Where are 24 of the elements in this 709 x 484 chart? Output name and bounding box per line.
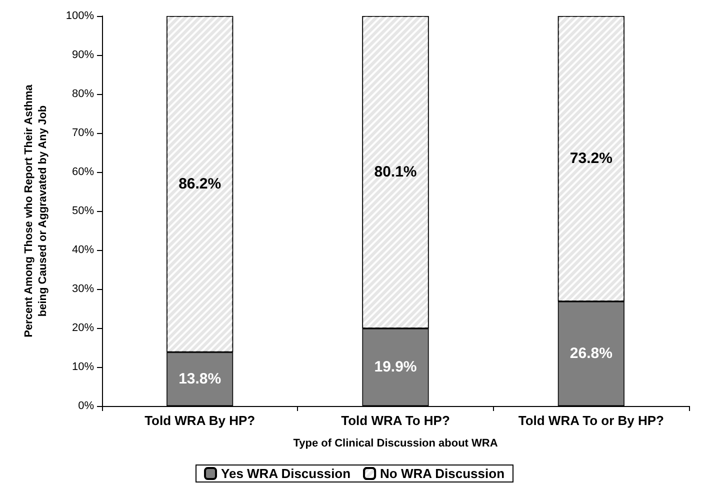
- y-tick-label: 100%: [66, 10, 94, 22]
- data-label: 26.8%: [570, 345, 612, 362]
- y-tick-label: 20%: [72, 322, 94, 334]
- data-label: 80.1%: [374, 164, 417, 181]
- legend-label: Yes WRA Discussion: [221, 466, 351, 481]
- y-tick-label: 70%: [72, 127, 94, 139]
- y-tick-label: 10%: [72, 361, 94, 373]
- y-tick-label: 90%: [72, 49, 94, 61]
- y-tick-label: 40%: [72, 244, 94, 256]
- data-label: 73.2%: [570, 150, 612, 168]
- x-tick-label: Told WRA To HP?: [341, 413, 450, 428]
- y-tick-label: 50%: [72, 205, 94, 217]
- y-tick-label: 80%: [72, 88, 94, 100]
- y-tick-label: 0%: [78, 400, 94, 412]
- y-tick-label: 30%: [72, 283, 94, 295]
- x-axis-title: Type of Clinical Discussion about WRA: [293, 438, 498, 450]
- legend-label: No WRA Discussion: [380, 466, 505, 481]
- y-axis-title: Percent Among Those who Report Their Asthma being Caused or Aggravated by Any Job: [23, 84, 49, 338]
- y-tick-label: 60%: [72, 166, 94, 178]
- data-label: 86.2%: [178, 176, 222, 193]
- data-label: 13.8%: [178, 370, 222, 388]
- data-label: 19.9%: [374, 358, 417, 376]
- x-tick-label: Told WRA By HP?: [144, 413, 256, 428]
- x-tick-label: Told WRA To or By HP?: [518, 413, 664, 428]
